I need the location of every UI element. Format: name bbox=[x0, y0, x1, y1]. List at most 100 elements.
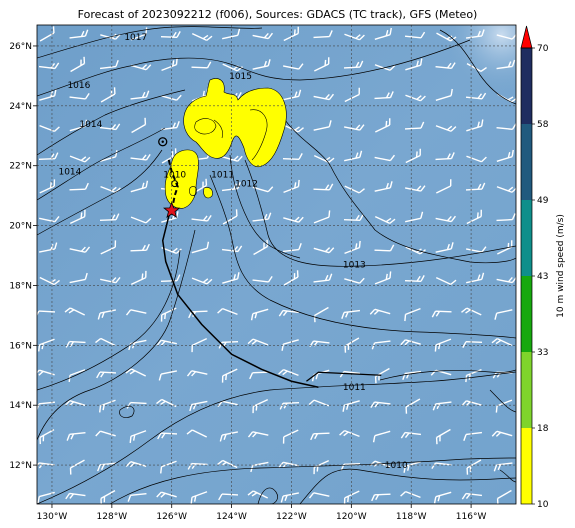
wind-barb bbox=[247, 431, 269, 438]
wind-barb bbox=[435, 152, 455, 161]
wind-barb bbox=[217, 307, 238, 316]
wind-barb bbox=[100, 87, 116, 103]
wind-barb bbox=[95, 430, 116, 437]
axes: 130°W 128°W 126°W 124°W 122°W 120°W 118°W 116°W… bbox=[9, 42, 486, 522]
wind-barb bbox=[129, 430, 147, 443]
isobar-label: 1011 bbox=[211, 171, 234, 181]
wind-barb bbox=[462, 341, 483, 348]
wind-barb bbox=[344, 150, 363, 162]
lat-tick-label: 16°N bbox=[9, 341, 32, 351]
wind-barb bbox=[370, 401, 391, 409]
wind-barb bbox=[161, 94, 182, 101]
wind-barb bbox=[39, 26, 55, 42]
wind-barb bbox=[250, 308, 269, 321]
wind-barb bbox=[278, 368, 299, 377]
wind-barb bbox=[374, 181, 393, 192]
lat-tick-label: 18°N bbox=[9, 281, 32, 291]
wind-barb bbox=[400, 431, 422, 439]
wind-barb bbox=[158, 370, 177, 381]
wind-barb bbox=[374, 27, 392, 41]
isobar-label: 1010 bbox=[163, 171, 186, 181]
wind-barb bbox=[283, 124, 304, 133]
wind-barb bbox=[156, 339, 177, 347]
wind-barb bbox=[252, 398, 269, 414]
lat-tick-label: 14°N bbox=[9, 401, 32, 411]
wind-barb bbox=[466, 209, 482, 225]
wind-barb bbox=[278, 309, 300, 317]
wind-barb bbox=[343, 214, 364, 221]
colorbar-bin bbox=[521, 428, 532, 504]
wind-barb bbox=[461, 307, 482, 316]
wind-barb bbox=[465, 368, 482, 383]
wind-barb bbox=[496, 59, 516, 70]
wind-barb bbox=[99, 399, 116, 413]
colorbar-tick-label: 43 bbox=[537, 272, 548, 282]
wind-barb bbox=[491, 337, 513, 347]
colorbar-tick-label: 33 bbox=[537, 348, 548, 358]
wind-barb bbox=[125, 368, 146, 377]
lon-tick-label: 128°W bbox=[97, 512, 128, 522]
wind-barb bbox=[283, 270, 299, 286]
wind-barb bbox=[99, 123, 121, 131]
wind-barb bbox=[250, 461, 269, 473]
wind-barb bbox=[95, 337, 116, 347]
colorbar: 10 18 33 43 49 58 70 bbox=[520, 25, 549, 510]
wind-barb bbox=[310, 432, 330, 441]
wind-barb bbox=[435, 276, 457, 286]
wind-barb bbox=[344, 337, 360, 353]
wind-barb bbox=[374, 64, 396, 71]
current-position-star-icon bbox=[163, 201, 181, 219]
wind-barb bbox=[69, 182, 89, 191]
wind-barb bbox=[313, 183, 334, 191]
colorbar-tick-label: 58 bbox=[537, 120, 549, 130]
wind-barb bbox=[372, 430, 391, 443]
wind-barb bbox=[404, 31, 426, 39]
wind-barb bbox=[344, 240, 361, 255]
wind-barb bbox=[403, 461, 421, 473]
wind-barb bbox=[252, 212, 272, 222]
wind-barb bbox=[405, 94, 426, 102]
track-forecast bbox=[167, 159, 179, 211]
wind-barb bbox=[313, 273, 333, 283]
wind-barb bbox=[466, 272, 485, 284]
wind-barb bbox=[496, 213, 516, 222]
wind-barb bbox=[38, 62, 60, 70]
wind-barb bbox=[343, 60, 364, 69]
wind-barb bbox=[130, 64, 152, 71]
wind-barb bbox=[64, 307, 85, 316]
wind-barb bbox=[344, 87, 360, 103]
isobar-label: 1014 bbox=[58, 168, 81, 178]
wind-barb bbox=[374, 215, 396, 225]
wind-barb bbox=[217, 400, 238, 408]
wind-barb bbox=[374, 271, 392, 285]
wind-barb bbox=[491, 430, 513, 437]
wind-barb bbox=[404, 307, 421, 322]
wind-barb bbox=[435, 125, 457, 132]
wind-barb bbox=[371, 340, 391, 350]
wind-barb bbox=[218, 493, 239, 501]
isobar-label: 1010 bbox=[385, 461, 408, 471]
wind-barb bbox=[252, 59, 271, 70]
wind-barb bbox=[495, 399, 513, 413]
lon-tick-label: 130°W bbox=[37, 512, 68, 522]
intermediate-position-marker bbox=[171, 180, 179, 188]
wind-barb bbox=[130, 153, 151, 161]
wind-barb bbox=[100, 240, 117, 255]
wind-barb bbox=[374, 91, 394, 100]
forecast-position-marker bbox=[158, 137, 168, 147]
wind-barb bbox=[494, 309, 513, 320]
wind-barb bbox=[191, 214, 212, 222]
wind-barb bbox=[374, 244, 395, 252]
wind-barb bbox=[189, 400, 208, 412]
wind-barb bbox=[496, 149, 514, 163]
wind-barb bbox=[191, 277, 213, 285]
wind-barb bbox=[69, 459, 85, 475]
wind-barb bbox=[341, 309, 361, 320]
wind-barb bbox=[252, 32, 273, 40]
wind-barb bbox=[222, 272, 240, 284]
wind-barb bbox=[249, 371, 269, 380]
colorbar-bin bbox=[521, 48, 532, 124]
wind-barb bbox=[126, 401, 147, 409]
wind-barb bbox=[344, 33, 365, 41]
